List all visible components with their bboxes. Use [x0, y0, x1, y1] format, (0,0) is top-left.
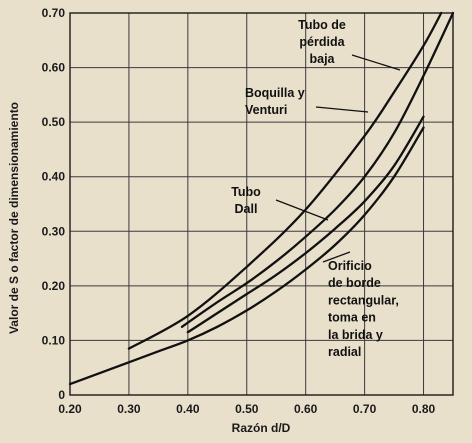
nozzle-venturi-curve [180, 11, 455, 328]
dall-tube-curve [186, 115, 425, 334]
annotation-nozzle-venturi-line-1: Venturi [245, 103, 287, 117]
x-tick-label-6: 0.80 [412, 402, 436, 416]
annotation-low-loss-tube-line-1: pérdida [299, 35, 345, 49]
annotation-dall-tube-leader [275, 199, 329, 221]
annotation-orifice-line-2: rectangular, [328, 293, 399, 307]
annotation-orifice-line-1: de borde [328, 276, 381, 290]
annotation-dall-tube-line-1: Dall [235, 202, 258, 216]
y-tick-label-0: 0 [58, 388, 65, 402]
annotation-orifice-line-3: toma en [328, 311, 376, 325]
orifice-curve [68, 126, 425, 386]
annotation-dall-tube-line-0: Tubo [231, 185, 261, 199]
curves [68, 11, 455, 386]
x-tick-label-1: 0.30 [117, 402, 141, 416]
x-tick-labels: 0.20 0.30 0.40 0.50 0.60 0.70 0.80 [58, 402, 435, 416]
x-tick-label-5: 0.70 [353, 402, 377, 416]
x-tick-label-3: 0.50 [235, 402, 259, 416]
y-tick-label-4: 0.40 [42, 170, 66, 184]
annotation-orifice-line-5: radial [328, 345, 361, 359]
annotation-low-loss-tube-line-0: Tubo de [298, 18, 346, 32]
y-tick-label-3: 0.30 [42, 224, 66, 238]
annotation-low-loss-tube: Tubo de pérdida baja [298, 18, 346, 66]
annotation-low-loss-tube-leader [351, 54, 401, 71]
annotations: Tubo de pérdida baja Boquilla y Venturi Tubo D… [231, 18, 399, 359]
annotation-dall-tube: Tubo Dall [231, 185, 261, 216]
y-tick-label-6: 0.60 [42, 61, 66, 75]
x-axis-title: Razón d/D [232, 421, 291, 435]
y-tick-label-5: 0.50 [42, 115, 66, 129]
annotation-nozzle-venturi-leader [315, 106, 369, 113]
annotation-orifice-leader [322, 251, 351, 263]
annotation-orifice: Orificio de borde rectangular, toma en la br… [328, 259, 399, 359]
y-tick-label-2: 0.20 [42, 279, 66, 293]
x-tick-label-2: 0.40 [176, 402, 200, 416]
x-tick-label-0: 0.20 [58, 402, 82, 416]
y-tick-labels: 0 0.10 0.20 0.30 0.40 0.50 0.60 0.70 [42, 6, 66, 402]
annotation-orifice-line-4: la brida y [328, 328, 383, 342]
annotation-nozzle-venturi-line-0: Boquilla y [245, 86, 305, 100]
grid [69, 12, 453, 396]
y-tick-label-7: 0.70 [42, 6, 66, 20]
annotation-leaders [275, 54, 401, 263]
low-loss-tube-curve [127, 11, 443, 350]
annotation-orifice-line-0: Orificio [328, 259, 372, 273]
plot-frame [69, 12, 454, 396]
annotation-low-loss-tube-line-2: baja [309, 52, 335, 66]
annotation-nozzle-venturi: Boquilla y Venturi [245, 86, 305, 117]
x-tick-label-4: 0.60 [294, 402, 318, 416]
y-axis-title: Valor de S o factor de dimensionamiento [7, 102, 21, 334]
y-tick-label-1: 0.10 [42, 333, 66, 347]
